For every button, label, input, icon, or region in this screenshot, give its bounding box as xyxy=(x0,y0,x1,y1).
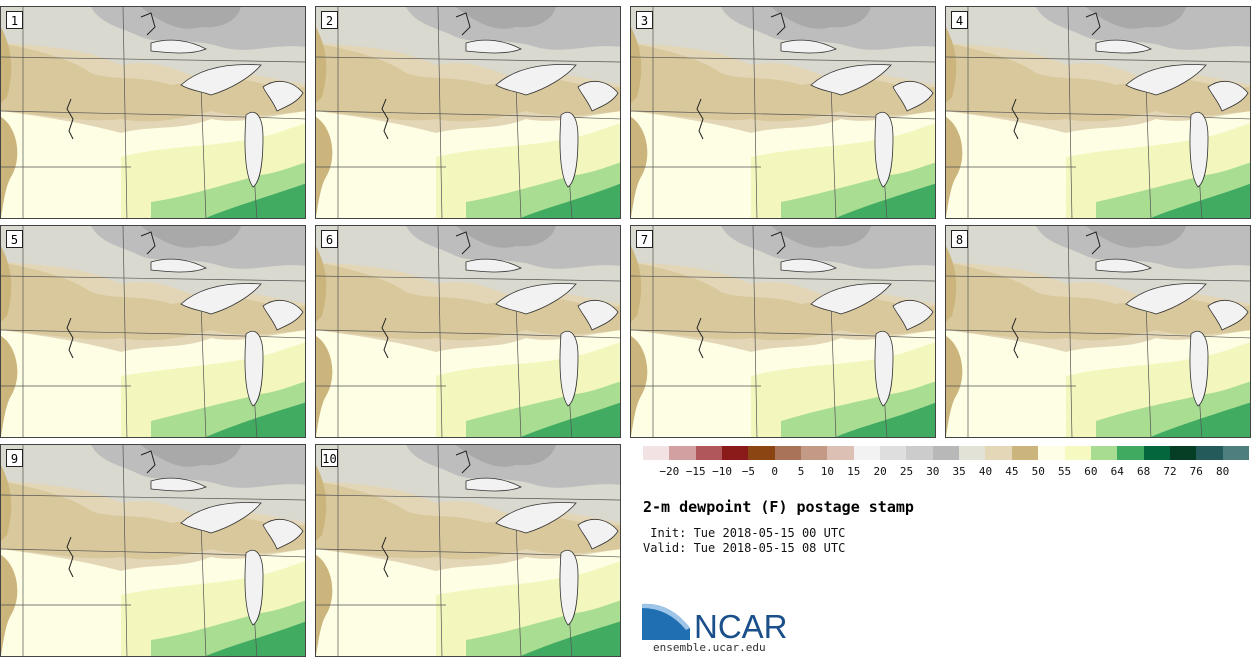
legend-tick: 64 xyxy=(1110,465,1124,478)
legend-tick: 50 xyxy=(1031,465,1045,478)
map-panel-8: 8 xyxy=(945,225,1251,438)
panel-number-label: 1 xyxy=(6,11,23,29)
legend-tick: −10 xyxy=(712,465,732,478)
legend-swatch-12 xyxy=(959,446,986,460)
panel-number-label: 2 xyxy=(321,11,338,29)
legend-swatch-10 xyxy=(906,446,933,460)
legend-tick: −5 xyxy=(741,465,756,478)
legend-swatch-17 xyxy=(1090,446,1118,460)
legend-swatch-19 xyxy=(1143,446,1170,460)
map-panel-4: 4 xyxy=(945,6,1251,219)
legend-swatch-0 xyxy=(643,446,670,460)
ncar-logo: NCAR xyxy=(642,603,788,644)
legend-tick: 35 xyxy=(952,465,966,478)
legend-swatch-22 xyxy=(1222,446,1249,460)
legend-swatch-3 xyxy=(722,446,749,460)
legend-swatch-2 xyxy=(695,446,723,460)
map-panel-10: 10 xyxy=(315,444,621,657)
legend-tick: 5 xyxy=(797,465,805,478)
legend-tick: 55 xyxy=(1057,465,1072,478)
legend-swatch-4 xyxy=(748,446,775,460)
legend-swatch-6 xyxy=(801,446,828,460)
valid-time: Valid: Tue 2018-05-15 08 UTC xyxy=(643,541,846,555)
site-url: ensemble.ucar.edu xyxy=(653,641,766,654)
legend-tick: 0 xyxy=(771,465,779,478)
legend-swatch-14 xyxy=(1011,446,1039,460)
panel-number-label: 3 xyxy=(636,11,653,29)
map-panel-9: 9 xyxy=(0,444,306,657)
panel-number-label: 8 xyxy=(951,230,968,248)
legend-tick: 25 xyxy=(899,465,914,478)
legend-tick: 80 xyxy=(1216,465,1230,478)
legend-tick: 15 xyxy=(847,465,861,478)
legend-swatch-15 xyxy=(1038,446,1065,460)
legend-tick: −15 xyxy=(685,465,706,478)
legend-tick: 76 xyxy=(1189,465,1203,478)
map-panel-3: 3 xyxy=(630,6,936,219)
legend-tick: 72 xyxy=(1163,465,1177,478)
legend-tick: 10 xyxy=(820,465,835,478)
panel-number-label: 4 xyxy=(951,11,968,29)
legend-swatch-20 xyxy=(1169,446,1197,460)
legend-tick: −20 xyxy=(659,465,680,478)
legend-tick: 68 xyxy=(1136,465,1151,478)
panel-number-label: 10 xyxy=(321,449,338,467)
legend-swatch-16 xyxy=(1064,446,1091,460)
color-legend-bar xyxy=(643,446,1249,460)
legend-tick: 30 xyxy=(926,465,940,478)
panel-number-label: 5 xyxy=(6,230,23,248)
map-panel-5: 5 xyxy=(0,225,306,438)
legend-swatch-9 xyxy=(880,446,907,460)
panel-number-label: 9 xyxy=(6,449,23,467)
legend-tick: 45 xyxy=(1005,465,1019,478)
legend-swatch-8 xyxy=(853,446,881,460)
figure-title: 2-m dewpoint (F) postage stamp xyxy=(643,498,914,516)
map-panel-6: 6 xyxy=(315,225,621,438)
legend-swatch-18 xyxy=(1117,446,1144,460)
ncar-logo-text: NCAR xyxy=(694,608,788,644)
panel-number-label: 6 xyxy=(321,230,338,248)
map-panel-7: 7 xyxy=(630,225,936,438)
legend-swatch-5 xyxy=(774,446,802,460)
legend-tick: 40 xyxy=(978,465,993,478)
init-time: Init: Tue 2018-05-15 00 UTC xyxy=(643,526,846,540)
legend-swatch-1 xyxy=(669,446,696,460)
panel-number-label: 7 xyxy=(636,230,653,248)
map-panel-1: 1 xyxy=(0,6,306,219)
legend-swatch-13 xyxy=(985,446,1012,460)
legend-swatch-21 xyxy=(1196,446,1223,460)
legend-tick: 20 xyxy=(873,465,887,478)
map-panel-2: 2 xyxy=(315,6,621,219)
legend-tick: 60 xyxy=(1084,465,1098,478)
legend-tick-labels: −20 −15 −10 −5 0 5 10 15 20 25 30 35 40 45 50 55 60 64 68 7… xyxy=(643,465,1249,479)
legend-swatch-7 xyxy=(827,446,854,460)
legend-swatch-11 xyxy=(932,446,960,460)
